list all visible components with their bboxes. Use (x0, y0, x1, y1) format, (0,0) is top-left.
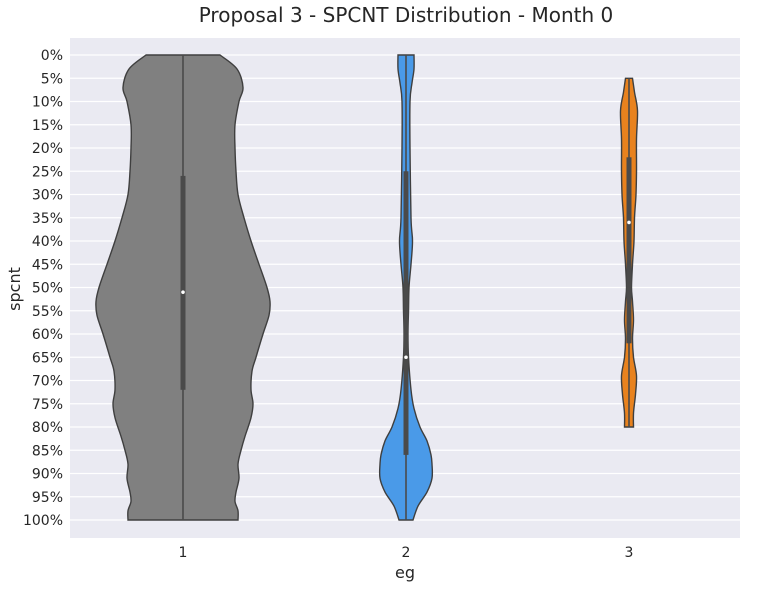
y-tick-label: 15% (32, 118, 63, 134)
violin-iqr-box (180, 175, 186, 390)
y-tick-label: 65% (32, 350, 63, 366)
violin-1 (95, 54, 271, 521)
violin-iqr-box (403, 171, 409, 455)
violin-2 (378, 54, 434, 521)
violin-3 (619, 77, 639, 428)
violin-median (181, 290, 185, 294)
y-tick-label: 30% (32, 188, 63, 204)
y-tick-label: 0% (41, 48, 63, 64)
y-tick-label: 90% (32, 467, 63, 483)
x-tick-label: 3 (625, 545, 634, 561)
y-tick-label: 95% (32, 490, 63, 506)
y-tick-label: 80% (32, 420, 63, 436)
y-axis-label: spcnt (5, 267, 24, 311)
y-tick-label: 45% (32, 257, 63, 273)
y-tick-labels: 0% 5% 10% 15% 20% 25% 30% 35% 40% 45% 50% 55% 60% 65%… (23, 48, 63, 529)
y-tick-label: 50% (32, 281, 63, 297)
y-tick-label: 40% (32, 234, 63, 250)
x-tick-label: 2 (402, 545, 411, 561)
y-tick-label: 55% (32, 304, 63, 320)
chart-title: Proposal 3 - SPCNT Distribution - Month … (199, 3, 614, 27)
y-tick-label: 60% (32, 327, 63, 343)
violins (95, 54, 639, 521)
y-tick-label: 20% (32, 141, 63, 157)
y-tick-label: 85% (32, 443, 63, 459)
x-axis-label: eg (395, 563, 415, 582)
y-tick-label: 25% (32, 164, 63, 180)
y-tick-label: 70% (32, 374, 63, 390)
violin-median (627, 220, 631, 225)
x-tick-label: 1 (179, 545, 188, 561)
violin-median (404, 355, 408, 360)
y-tick-label: 5% (41, 71, 63, 87)
y-tick-label: 35% (32, 211, 63, 227)
y-tick-label: 75% (32, 397, 63, 413)
y-tick-label: 10% (32, 95, 63, 111)
x-tick-labels: 1 2 3 (179, 545, 634, 561)
violin-iqr-box (626, 157, 632, 344)
y-tick-label: 100% (23, 513, 63, 529)
